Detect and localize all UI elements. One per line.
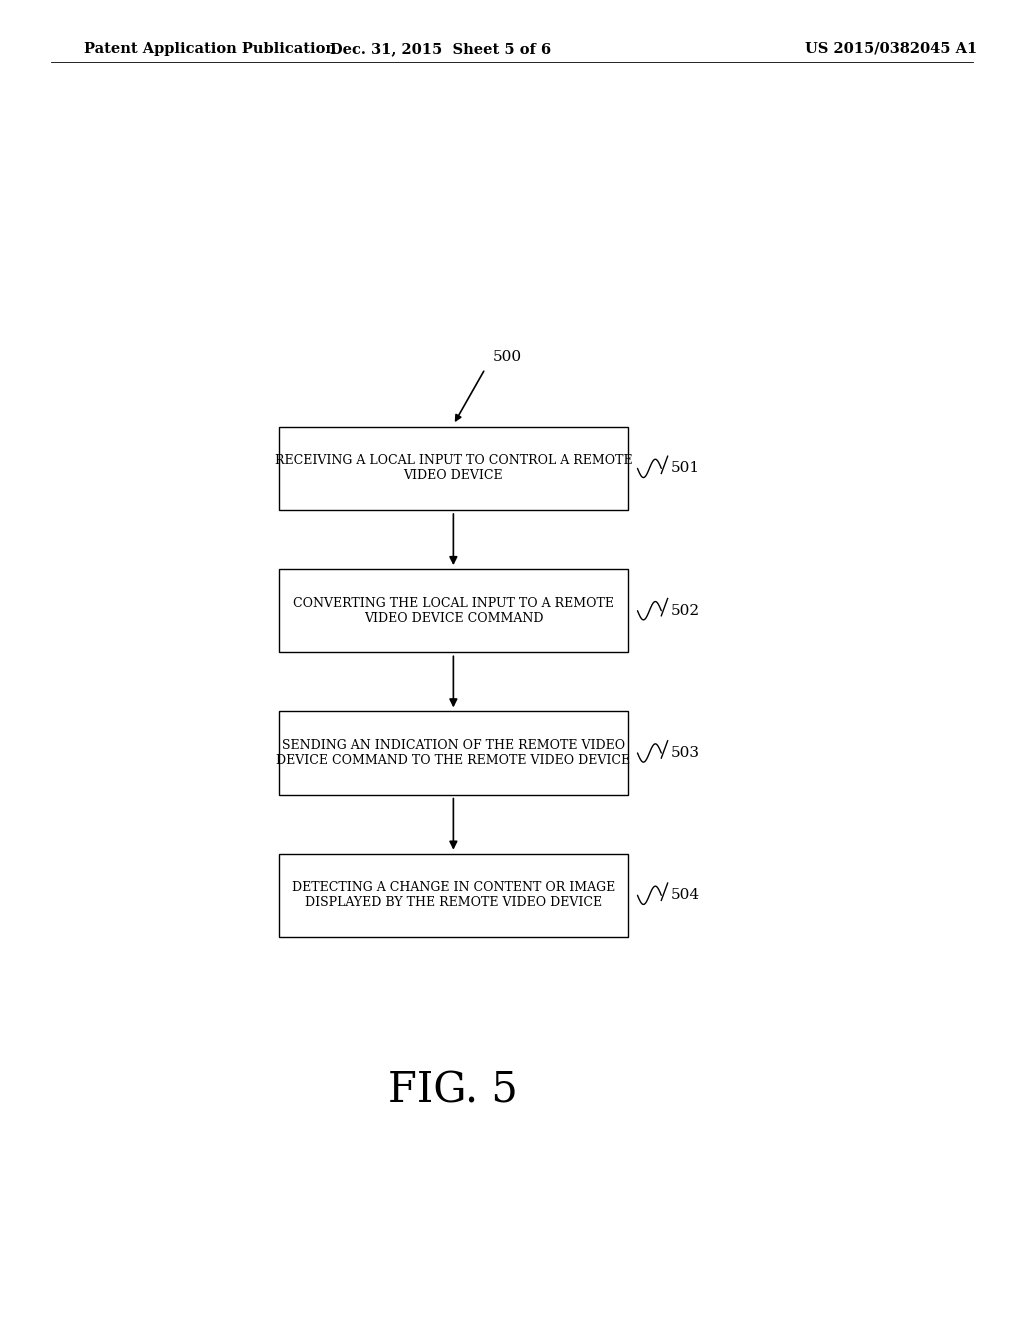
- Bar: [279, 711, 628, 795]
- Bar: [279, 426, 628, 510]
- Text: FIG. 5: FIG. 5: [388, 1069, 518, 1111]
- Bar: [279, 569, 628, 652]
- Text: 500: 500: [494, 350, 522, 364]
- Bar: [279, 854, 628, 937]
- Text: 501: 501: [671, 462, 700, 475]
- Text: US 2015/0382045 A1: US 2015/0382045 A1: [805, 42, 977, 55]
- Text: SENDING AN INDICATION OF THE REMOTE VIDEO
DEVICE COMMAND TO THE REMOTE VIDEO DEV: SENDING AN INDICATION OF THE REMOTE VIDE…: [276, 739, 631, 767]
- Text: 503: 503: [671, 746, 699, 760]
- Text: Patent Application Publication: Patent Application Publication: [84, 42, 336, 55]
- Text: Dec. 31, 2015  Sheet 5 of 6: Dec. 31, 2015 Sheet 5 of 6: [330, 42, 551, 55]
- Text: 504: 504: [671, 888, 700, 903]
- Text: RECEIVING A LOCAL INPUT TO CONTROL A REMOTE
VIDEO DEVICE: RECEIVING A LOCAL INPUT TO CONTROL A REM…: [274, 454, 632, 482]
- Text: DETECTING A CHANGE IN CONTENT OR IMAGE
DISPLAYED BY THE REMOTE VIDEO DEVICE: DETECTING A CHANGE IN CONTENT OR IMAGE D…: [292, 882, 615, 909]
- Text: 502: 502: [671, 603, 700, 618]
- Text: CONVERTING THE LOCAL INPUT TO A REMOTE
VIDEO DEVICE COMMAND: CONVERTING THE LOCAL INPUT TO A REMOTE V…: [293, 597, 613, 624]
